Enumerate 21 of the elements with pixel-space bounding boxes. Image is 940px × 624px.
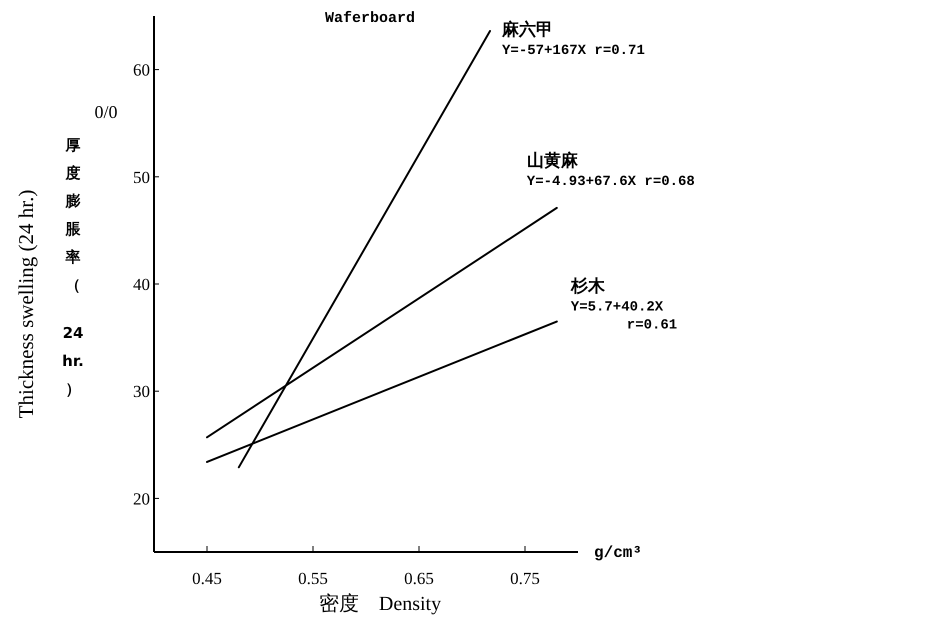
series-label: 麻六甲 [501,20,554,40]
text: 厚度膨脹率（24 hr.） [62,136,84,398]
text: g/cm³ [594,544,642,562]
text: 山黄麻 [526,150,579,171]
annotation: Y=-57+167X r=0.71 [502,43,645,60]
annotation: Y=-4.93+67.6X r=0.68 [526,174,695,190]
y-axis-title: Thickness swelling (24 hr.) [14,190,38,418]
annotation: Y=5.7+40.2X r=0.61 [570,300,678,334]
y-tick-label: 20 [133,489,150,508]
text: 0/0 [94,102,118,122]
y-tick-label: 40 [133,274,150,294]
x-axis-title: 密度 Density [318,593,442,615]
y-tick-label: 30 [133,382,150,402]
chart-title: Waferboard [324,10,416,27]
series-label: 杉木 [570,276,606,297]
x-tick-label: 0.65 [404,569,434,588]
y-tick-label: 60 [133,60,150,80]
x-tick-label: 0.75 [510,569,540,588]
x-tick-label: 0.45 [192,569,222,588]
x-tick-label: 0.55 [298,569,328,588]
y-tick-label: 50 [133,168,150,187]
